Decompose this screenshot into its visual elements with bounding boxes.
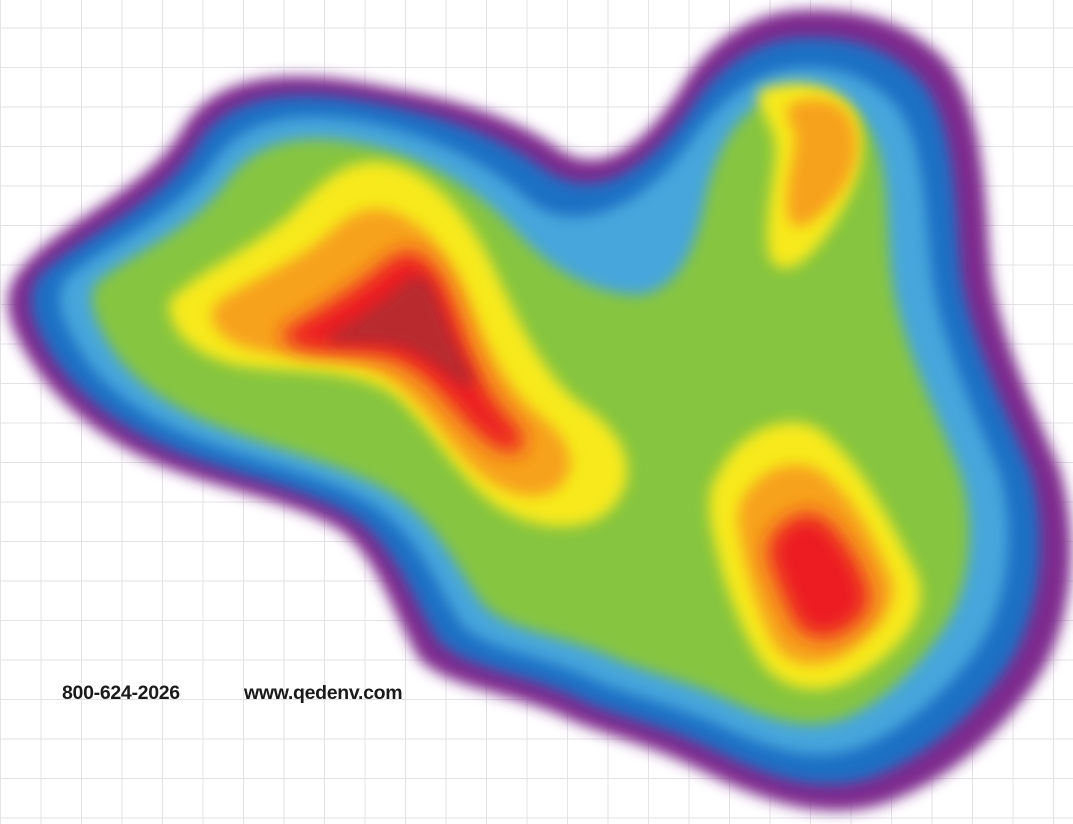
website-link[interactable]: www.qedenv.com — [244, 682, 402, 706]
phone-number: 800-624-2026 — [62, 682, 180, 706]
